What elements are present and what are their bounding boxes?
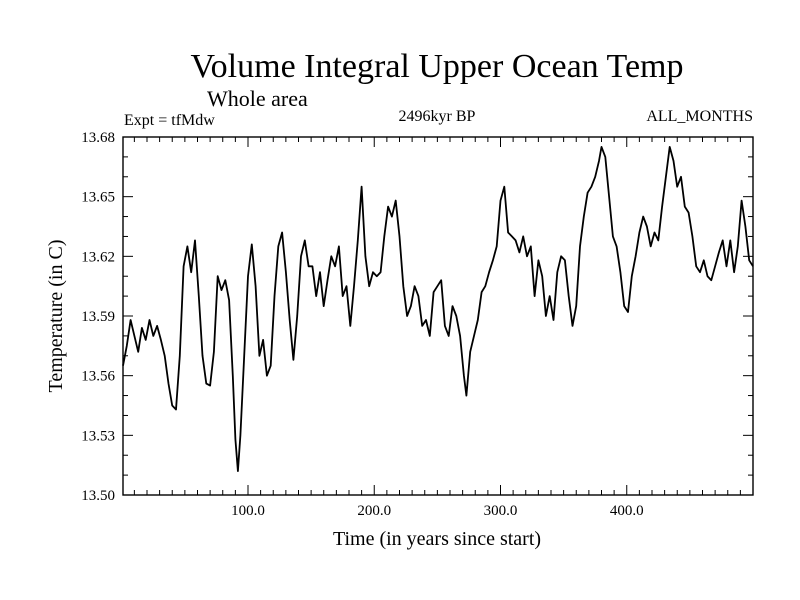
y-tick-labels: 13.50 13.53 13.56 13.59 13.62 13.65 13.68 bbox=[81, 130, 115, 504]
temperature-series-line bbox=[122, 146, 754, 472]
x-tick-label: 300.0 bbox=[484, 503, 518, 519]
y-axis-label: Temperature (in C) bbox=[45, 240, 67, 393]
y-tick-label: 13.53 bbox=[81, 428, 115, 444]
months-label: ALL_MONTHS bbox=[646, 108, 753, 125]
period-label: 2496kyr BP bbox=[399, 108, 476, 125]
x-axis-label: Time (in years since start) bbox=[333, 528, 541, 550]
y-tick-label: 13.68 bbox=[81, 130, 115, 146]
axis-ticks bbox=[123, 136, 754, 496]
y-tick-label: 13.59 bbox=[81, 309, 115, 325]
x-tick-label: 400.0 bbox=[610, 503, 644, 519]
y-tick-label: 13.65 bbox=[81, 190, 115, 206]
x-tick-labels: 100.0 200.0 300.0 400.0 bbox=[231, 503, 644, 519]
chart-title: Volume Integral Upper Ocean Temp bbox=[191, 48, 684, 85]
chart-subtitle: Whole area bbox=[207, 86, 308, 111]
y-tick-label: 13.56 bbox=[81, 369, 115, 385]
y-tick-label: 13.62 bbox=[81, 249, 115, 265]
plot-frame bbox=[122, 136, 754, 496]
experiment-label: Expt = tfMdw bbox=[124, 112, 215, 129]
x-tick-label: 200.0 bbox=[357, 503, 391, 519]
x-tick-label: 100.0 bbox=[231, 503, 265, 519]
y-tick-label: 13.50 bbox=[81, 488, 115, 504]
